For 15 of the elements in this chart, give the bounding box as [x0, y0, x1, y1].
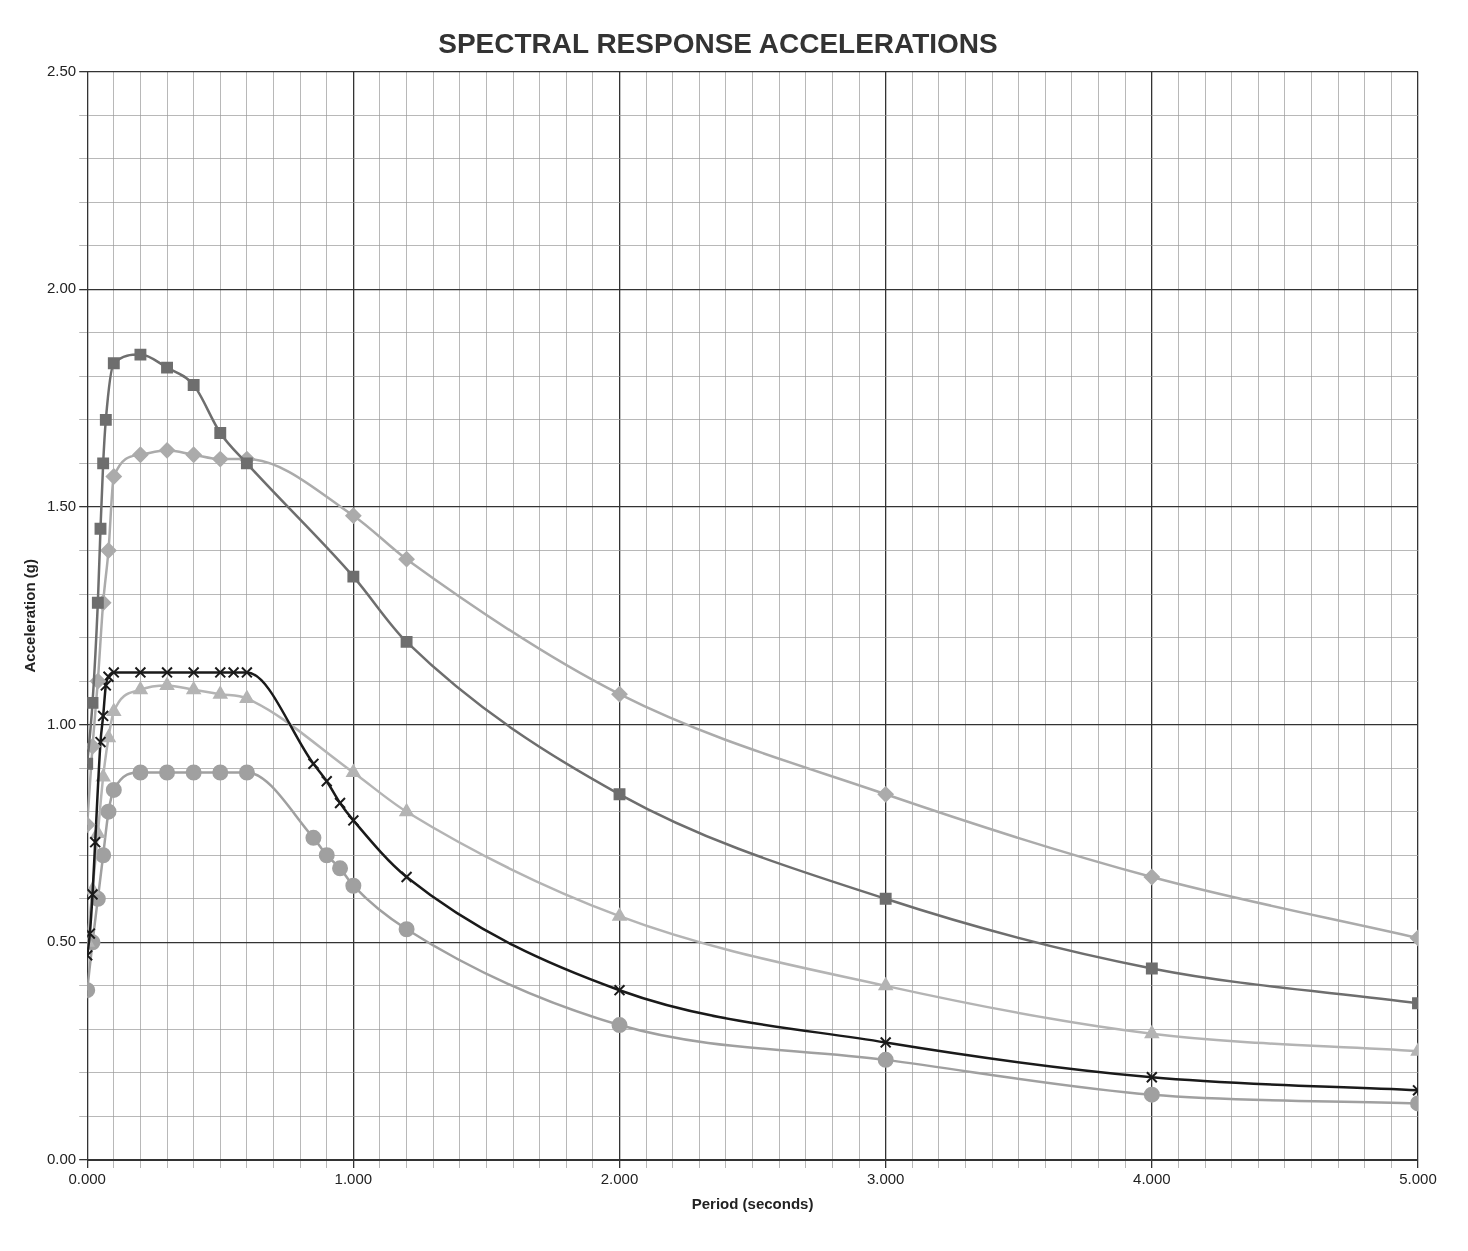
x-axis-title: Period (seconds) [691, 1195, 814, 1213]
x-tick-label: 5.000 [1399, 1170, 1437, 1188]
x-tick-label: 3.000 [866, 1170, 905, 1188]
y-tick-label: 2.50 [46, 61, 77, 79]
y-tick-label: 2.00 [46, 279, 77, 297]
x-tick-label: 1.000 [334, 1170, 373, 1188]
y-tick-label: 0.50 [46, 932, 77, 950]
y-axis-title: Acceleration (g) [21, 559, 39, 673]
x-tick-label: 0.000 [68, 1170, 106, 1188]
chart-title: SPECTRAL RESPONSE ACCELERATIONS [438, 27, 998, 59]
x-tick-label: 4.000 [1133, 1170, 1171, 1188]
y-tick-label: 1.00 [46, 714, 77, 732]
y-tick-label: 0.00 [46, 1150, 77, 1168]
x-tick-label: 2.000 [600, 1170, 639, 1188]
y-tick-label: 1.50 [46, 497, 77, 515]
